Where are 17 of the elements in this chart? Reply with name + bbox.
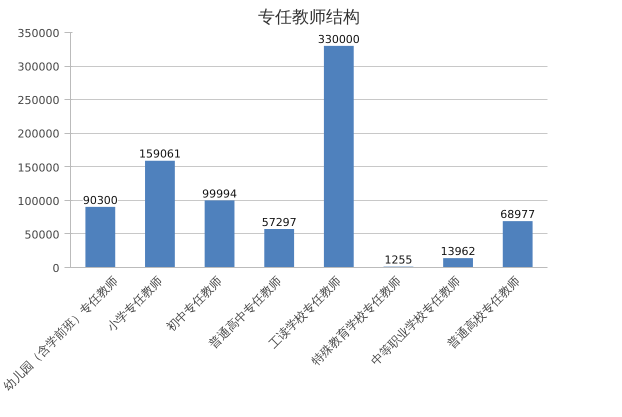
data-label: 68977 bbox=[500, 208, 536, 222]
y-tick-label: 350000 bbox=[18, 27, 60, 40]
data-label: 1255 bbox=[384, 254, 412, 267]
y-tick-label: 0 bbox=[52, 262, 60, 275]
data-label: 99994 bbox=[202, 187, 238, 200]
y-tick-label: 150000 bbox=[18, 161, 60, 174]
data-label: 330000 bbox=[318, 32, 360, 46]
y-tick-label: 300000 bbox=[18, 60, 60, 74]
y-tick-label: 200000 bbox=[18, 128, 60, 141]
y-tick-label: 100000 bbox=[18, 194, 60, 208]
y-tick-label: 250000 bbox=[18, 94, 60, 108]
data-label: 90300 bbox=[82, 194, 118, 207]
data-label: 57297 bbox=[262, 216, 297, 230]
data-label: 13962 bbox=[440, 245, 476, 258]
chart-title: 专任教师结构 bbox=[258, 8, 360, 28]
data-label: 159061 bbox=[138, 148, 181, 161]
y-tick-label: 50000 bbox=[24, 228, 60, 242]
